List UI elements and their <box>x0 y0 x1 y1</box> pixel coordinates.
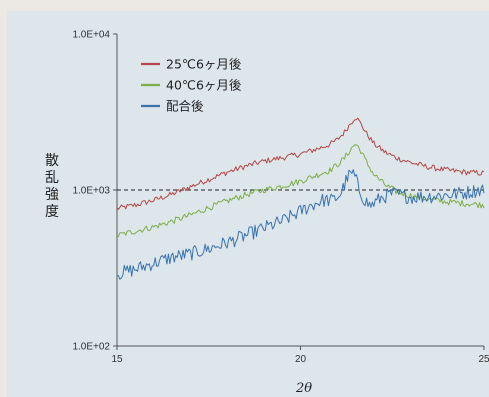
y-axis-label: 散乱強度 <box>45 153 59 220</box>
plot-area: 1.0E+02 1.0E+03 1.0E+04 15 20 25 <box>72 30 489 366</box>
legend-label-0: 25℃6ヶ月後 <box>166 57 242 72</box>
chart-panel: 散乱強度 2θ 1.0E+02 1.0E+03 1.0E+04 15 20 25 25℃6… <box>7 11 489 397</box>
legend-label-1: 40℃6ヶ月後 <box>166 78 242 93</box>
x-tick-label: 20 <box>295 354 307 365</box>
legend-label-2: 配合後 <box>166 99 204 114</box>
x-tick-label: 15 <box>111 354 123 365</box>
x-tick-label: 25 <box>478 354 489 365</box>
y-tick-label: 1.0E+04 <box>72 30 110 41</box>
xrd-chart: 散乱強度 2θ 1.0E+02 1.0E+03 1.0E+04 15 20 25 25℃6… <box>45 30 489 397</box>
series-line-2 <box>117 169 485 280</box>
y-tick-label: 1.0E+03 <box>72 186 110 197</box>
x-axis-label: 2θ <box>295 381 312 396</box>
y-tick-label: 1.0E+02 <box>72 342 110 353</box>
series-line-0 <box>116 117 485 210</box>
series-line-1 <box>116 144 485 238</box>
